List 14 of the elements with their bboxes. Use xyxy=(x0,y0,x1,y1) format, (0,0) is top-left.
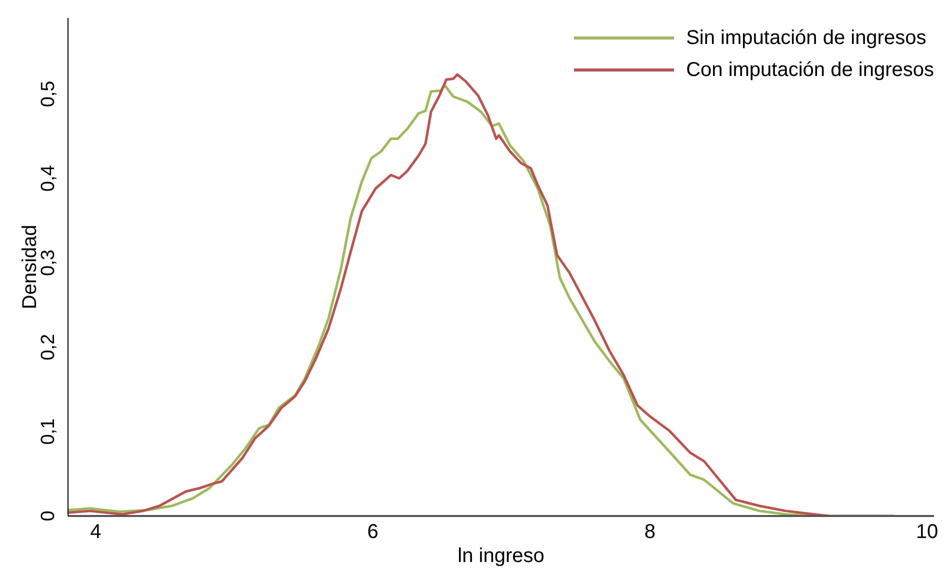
y-tick-label: 0 xyxy=(38,510,59,522)
y-axis-title: Densidad xyxy=(19,224,41,310)
x-tick-label: 10 xyxy=(916,521,938,544)
y-tick-label: 0,3 xyxy=(38,250,59,276)
y-tick-label: 0,1 xyxy=(38,418,59,445)
x-tick-label: 6 xyxy=(367,521,378,544)
y-tick-label: 0,4 xyxy=(38,164,59,192)
legend-label: Con imputación de ingresos xyxy=(686,58,934,82)
y-tick-label: 0,5 xyxy=(38,80,59,108)
legend-label: Sin imputación de ingresos xyxy=(686,26,926,50)
x-tick-label: 4 xyxy=(90,521,102,544)
y-tick-label: 0,2 xyxy=(38,334,59,360)
x-axis-title: ln ingreso xyxy=(458,545,544,567)
x-tick-label: 8 xyxy=(644,521,656,544)
